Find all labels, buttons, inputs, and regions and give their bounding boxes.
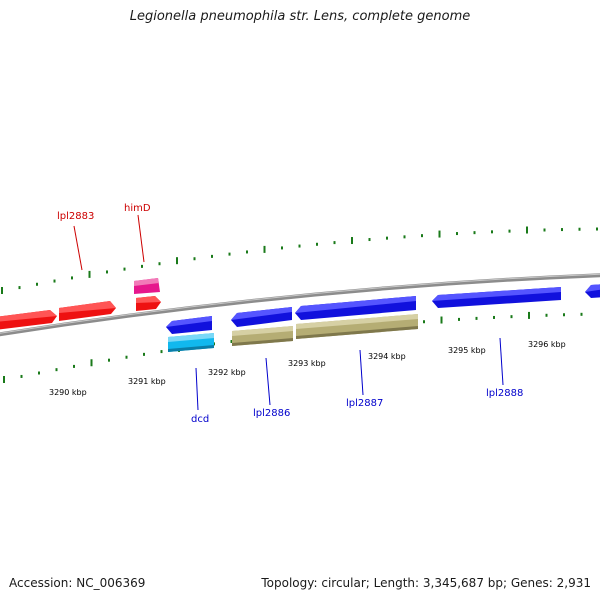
feature-dcd[interactable] [168,333,214,352]
minor-tick [386,236,388,240]
gene-himD-a[interactable] [134,278,160,294]
minor-tick [491,230,493,234]
minor-tick [55,368,58,372]
gene-label-lpl2887: lpl2887 [346,398,383,409]
minor-tick [423,320,425,324]
leader-dcd [195,367,199,411]
minor-tick [596,227,598,231]
minor-tick [246,250,248,254]
minor-tick [228,252,231,256]
minor-tick [141,264,143,268]
gene-himD-b[interactable] [136,296,161,311]
minor-tick [508,229,511,233]
minor-tick [475,316,478,320]
gene-label-dcd: dcd [191,414,209,425]
leader-lpl2886 [265,357,271,406]
minor-tick [456,232,458,236]
minor-tick [368,238,371,242]
minor-tick [36,282,38,286]
minor-tick [211,254,213,258]
major-tick [176,257,178,265]
outer-tick-row [1,226,598,294]
minor-tick [123,267,126,271]
gene-dcd-blue[interactable] [166,316,212,334]
minor-tick [281,246,283,250]
major-tick [526,226,528,234]
minor-tick [71,276,73,280]
accession-text: Accession: NC_006369 [9,576,146,590]
minor-tick [108,358,110,362]
gene-label-lpl2883: lpl2883 [57,211,94,222]
major-tick [528,311,530,319]
minor-tick [510,315,513,319]
minor-tick [473,231,476,235]
minor-tick [20,374,23,378]
genome-backbone [0,273,600,337]
minor-tick [18,286,21,290]
minor-tick [143,352,145,356]
minor-tick [563,313,565,317]
gene-lpl2886-blue[interactable] [231,307,292,327]
minor-tick [230,339,233,343]
major-tick [90,359,93,367]
minor-tick [125,355,128,359]
minor-tick [545,313,548,317]
gene-lpl2883[interactable] [59,301,116,321]
scale-label-3295: 3295 kbp [448,346,486,355]
scale-label-3290: 3290 kbp [49,388,87,397]
gene-lpl2882[interactable] [0,310,57,330]
minor-tick [578,227,581,231]
major-tick [3,376,5,383]
genome-backbone-highlight [0,273,600,334]
minor-tick [38,371,40,375]
minor-tick [73,364,75,368]
major-tick [440,316,443,324]
gene-lpl2888-blue[interactable] [432,287,561,308]
minor-tick [561,228,563,232]
leader-himD [137,214,145,263]
minor-tick [333,241,336,245]
minor-tick [160,350,163,354]
minor-tick [106,270,108,274]
minor-tick [158,262,161,266]
major-tick [263,245,266,253]
feature-lpl2887[interactable] [296,314,418,339]
leader-lpl2883 [73,225,83,271]
minor-tick [53,279,56,283]
gene-label-himD: himD [124,203,151,214]
minor-tick [543,228,546,232]
minor-tick [493,315,495,319]
major-tick [351,237,353,245]
genome-summary-text: Topology: circular; Length: 3,345,687 bp… [261,576,591,590]
scale-label-3294: 3294 kbp [368,352,406,361]
minor-tick [580,312,583,316]
minor-tick [298,244,301,248]
minor-tick [421,234,423,238]
major-tick [438,230,441,238]
gene-lpl2889-blue[interactable] [585,284,600,298]
scale-label-3291: 3291 kbp [128,377,166,386]
major-tick [1,287,3,294]
leader-lpl2887 [359,349,364,396]
gene-label-lpl2888: lpl2888 [486,388,523,399]
minor-tick [316,242,318,246]
leader-lpl2888 [499,337,504,386]
scale-label-3293: 3293 kbp [288,359,326,368]
scale-label-3292: 3292 kbp [208,368,246,377]
gene-lpl2887-blue[interactable] [295,296,416,320]
gene-label-lpl2886: lpl2886 [253,408,290,419]
minor-tick [403,235,406,239]
scale-label-3296: 3296 kbp [528,340,566,349]
map-title: Legionella pneumophila str. Lens, comple… [129,9,471,24]
minor-tick [193,257,196,261]
minor-tick [458,317,460,321]
major-tick [88,270,91,278]
feature-lpl2886[interactable] [232,326,293,346]
